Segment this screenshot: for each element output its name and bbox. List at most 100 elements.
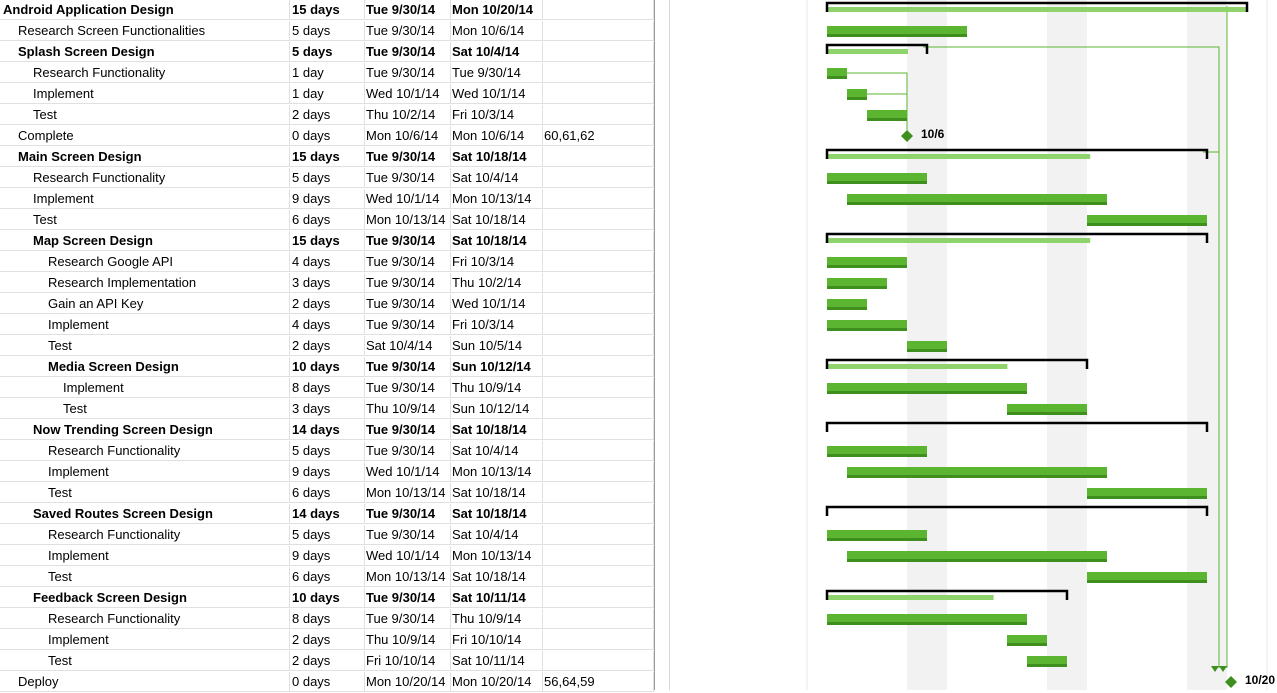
task-duration[interactable]: 5 days [290,21,365,41]
task-predecessors[interactable] [543,357,654,377]
task-name[interactable]: Implement [0,546,290,566]
task-duration[interactable]: 5 days [290,42,365,62]
task-row[interactable]: Implement 2 days Thu 10/9/14 Fri 10/10/14 [0,630,654,651]
task-predecessors[interactable] [543,315,654,335]
task-predecessors[interactable] [543,168,654,188]
task-start[interactable]: Tue 9/30/14 [365,294,451,314]
task-row[interactable]: Media Screen Design 10 days Tue 9/30/14 Sun… [0,357,654,378]
task-name[interactable]: Research Functionality [0,525,290,545]
task-row[interactable]: Test 3 days Thu 10/9/14 Sun 10/12/14 [0,399,654,420]
task-finish[interactable]: Sun 10/5/14 [451,336,543,356]
task-row[interactable]: Research Functionality 1 day Tue 9/30/14 Tu… [0,63,654,84]
task-row[interactable]: Splash Screen Design 5 days Tue 9/30/14 Sat… [0,42,654,63]
task-row[interactable]: Implement 9 days Wed 10/1/14 Mon 10/13/14 [0,546,654,567]
task-duration[interactable]: 6 days [290,210,365,230]
task-predecessors[interactable] [543,546,654,566]
task-name[interactable]: Main Screen Design [0,147,290,167]
task-start[interactable]: Tue 9/30/14 [365,42,451,62]
task-duration[interactable]: 5 days [290,441,365,461]
task-predecessors[interactable] [543,420,654,440]
task-name[interactable]: Implement [0,315,290,335]
task-start[interactable]: Mon 10/6/14 [365,126,451,146]
task-predecessors[interactable] [543,252,654,272]
task-predecessors[interactable] [543,399,654,419]
task-name[interactable]: Research Implementation [0,273,290,293]
task-row[interactable]: Saved Routes Screen Design 14 days Tue 9/3… [0,504,654,525]
task-row[interactable]: Implement 9 days Wed 10/1/14 Mon 10/13/14 [0,189,654,210]
task-predecessors[interactable] [543,609,654,629]
task-finish[interactable]: Fri 10/3/14 [451,105,543,125]
task-predecessors[interactable] [543,294,654,314]
task-start[interactable]: Thu 10/9/14 [365,399,451,419]
task-name[interactable]: Complete [0,126,290,146]
task-finish[interactable]: Mon 10/13/14 [451,462,543,482]
task-predecessors[interactable] [543,105,654,125]
task-row[interactable]: Test 6 days Mon 10/13/14 Sat 10/18/14 [0,483,654,504]
task-predecessors[interactable] [543,504,654,524]
task-start[interactable]: Tue 9/30/14 [365,273,451,293]
task-name[interactable]: Research Functionality [0,168,290,188]
task-row[interactable]: Research Screen Functionalities 5 days Tue… [0,21,654,42]
task-duration[interactable]: 14 days [290,504,365,524]
task-start[interactable]: Mon 10/13/14 [365,567,451,587]
task-start[interactable]: Mon 10/20/14 [365,672,451,692]
task-predecessors[interactable] [543,630,654,650]
task-duration[interactable]: 2 days [290,294,365,314]
task-duration[interactable]: 1 day [290,84,365,104]
task-finish[interactable]: Wed 10/1/14 [451,84,543,104]
task-duration[interactable]: 5 days [290,168,365,188]
task-predecessors[interactable] [543,63,654,83]
task-finish[interactable]: Sat 10/4/14 [451,441,543,461]
task-name[interactable]: Map Screen Design [0,231,290,251]
task-duration[interactable]: 15 days [290,147,365,167]
task-finish[interactable]: Sat 10/18/14 [451,231,543,251]
task-start[interactable]: Thu 10/2/14 [365,105,451,125]
task-predecessors[interactable] [543,273,654,293]
task-start[interactable]: Tue 9/30/14 [365,378,451,398]
task-row[interactable]: Research Functionality 5 days Tue 9/30/14 S… [0,525,654,546]
task-name[interactable]: Research Functionality [0,441,290,461]
task-name[interactable]: Research Functionality [0,609,290,629]
task-predecessors[interactable] [543,189,654,209]
task-finish[interactable]: Sat 10/18/14 [451,210,543,230]
task-start[interactable]: Mon 10/13/14 [365,210,451,230]
task-duration[interactable]: 9 days [290,189,365,209]
task-predecessors[interactable] [543,441,654,461]
task-row[interactable]: Feedback Screen Design 10 days Tue 9/30/14… [0,588,654,609]
task-name[interactable]: Deploy [0,672,290,692]
splitter[interactable] [655,0,670,690]
task-start[interactable]: Tue 9/30/14 [365,357,451,377]
task-finish[interactable]: Mon 10/20/14 [451,0,543,20]
task-predecessors[interactable] [543,588,654,608]
task-finish[interactable]: Tue 9/30/14 [451,63,543,83]
task-row[interactable]: Implement 9 days Wed 10/1/14 Mon 10/13/14 [0,462,654,483]
task-finish[interactable]: Sat 10/4/14 [451,168,543,188]
task-finish[interactable]: Sat 10/18/14 [451,420,543,440]
task-name[interactable]: Splash Screen Design [0,42,290,62]
task-start[interactable]: Tue 9/30/14 [365,420,451,440]
task-duration[interactable]: 0 days [290,126,365,146]
task-name[interactable]: Research Screen Functionalities [0,21,290,41]
task-predecessors[interactable] [543,231,654,251]
task-predecessors[interactable] [543,483,654,503]
task-predecessors[interactable] [543,567,654,587]
task-name[interactable]: Implement [0,378,290,398]
task-name[interactable]: Research Functionality [0,63,290,83]
task-start[interactable]: Tue 9/30/14 [365,525,451,545]
task-name[interactable]: Feedback Screen Design [0,588,290,608]
task-duration[interactable]: 8 days [290,609,365,629]
task-name[interactable]: Test [0,399,290,419]
task-finish[interactable]: Sun 10/12/14 [451,399,543,419]
task-name[interactable]: Gain an API Key [0,294,290,314]
task-finish[interactable]: Fri 10/10/14 [451,630,543,650]
task-name[interactable]: Implement [0,189,290,209]
task-finish[interactable]: Thu 10/9/14 [451,378,543,398]
task-name[interactable]: Test [0,105,290,125]
task-start[interactable]: Wed 10/1/14 [365,546,451,566]
task-name[interactable]: Test [0,336,290,356]
task-finish[interactable]: Sat 10/18/14 [451,483,543,503]
task-duration[interactable]: 5 days [290,525,365,545]
task-predecessors[interactable] [543,147,654,167]
task-row[interactable]: Research Functionality 5 days Tue 9/30/14 S… [0,168,654,189]
task-row[interactable]: Implement 1 day Wed 10/1/14 Wed 10/1/14 [0,84,654,105]
